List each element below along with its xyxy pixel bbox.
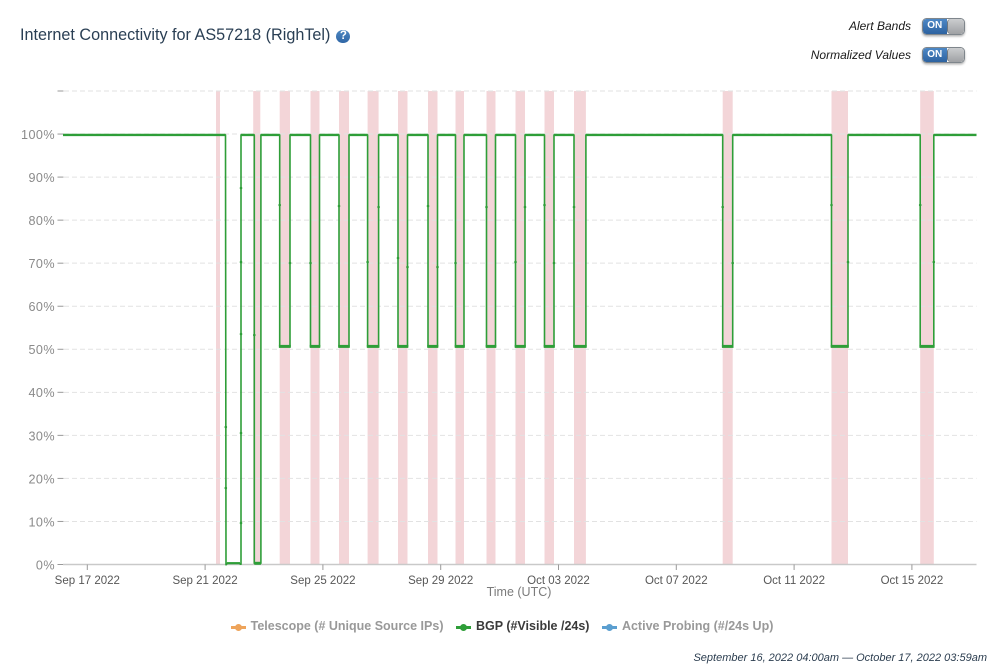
svg-text:10%: 10% — [28, 515, 55, 529]
svg-text:30%: 30% — [28, 429, 55, 443]
svg-text:40%: 40% — [28, 386, 55, 400]
svg-text:60%: 60% — [28, 300, 55, 314]
svg-text:0%: 0% — [36, 558, 55, 572]
svg-text:100%: 100% — [21, 128, 55, 142]
svg-text:Oct 15 2022: Oct 15 2022 — [881, 575, 944, 587]
svg-text:80%: 80% — [28, 214, 55, 228]
svg-text:Time (UTC): Time (UTC) — [487, 585, 552, 599]
svg-text:Oct 03 2022: Oct 03 2022 — [527, 575, 590, 587]
svg-text:Sep 21 2022: Sep 21 2022 — [172, 575, 237, 587]
svg-text:70%: 70% — [28, 257, 55, 271]
svg-text:Oct 07 2022: Oct 07 2022 — [645, 575, 708, 587]
svg-text:90%: 90% — [28, 171, 55, 185]
svg-text:Sep 17 2022: Sep 17 2022 — [55, 575, 120, 587]
svg-text:50%: 50% — [28, 343, 55, 357]
svg-text:Sep 29 2022: Sep 29 2022 — [408, 575, 473, 587]
svg-text:Sep 25 2022: Sep 25 2022 — [290, 575, 355, 587]
svg-text:20%: 20% — [28, 472, 55, 486]
svg-text:Oct 11 2022: Oct 11 2022 — [763, 575, 825, 587]
